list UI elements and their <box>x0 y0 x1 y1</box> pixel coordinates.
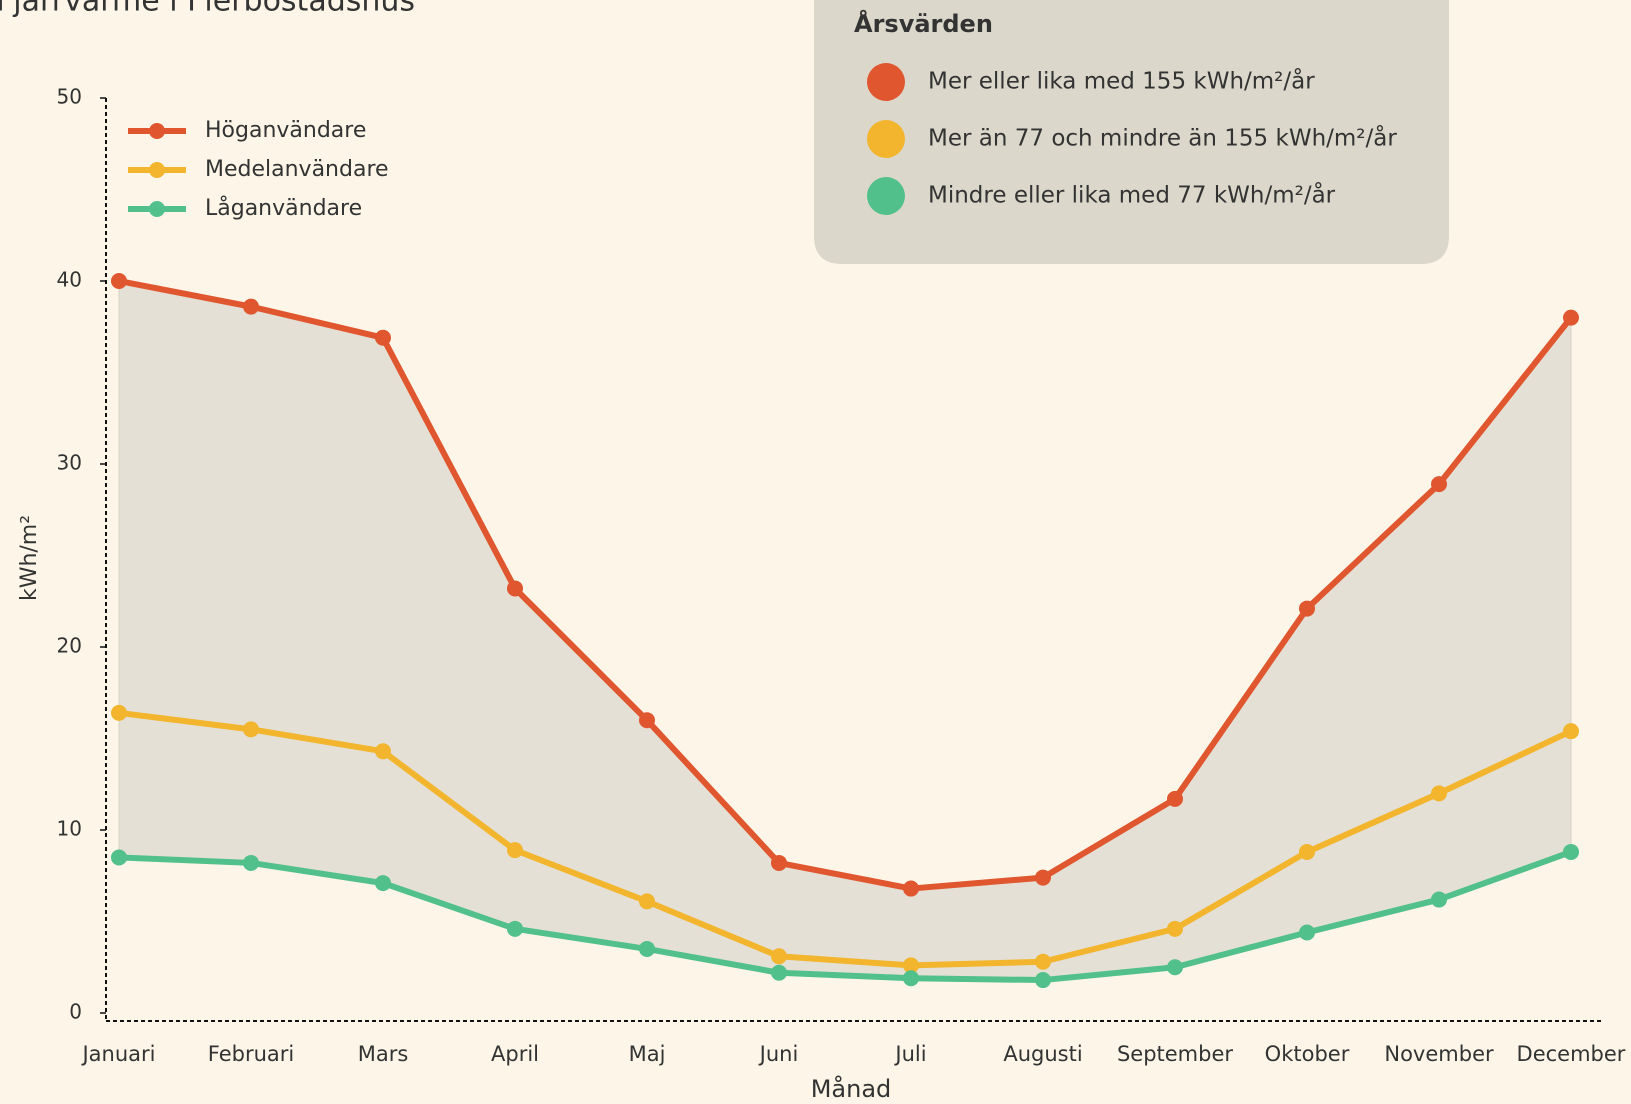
x-tick-label: December <box>1517 1042 1626 1066</box>
series-line <box>118 849 1573 984</box>
legend-label: Medelanvändare <box>205 157 389 182</box>
series-line <box>118 709 1573 969</box>
y-tick-label: 40 <box>57 268 82 292</box>
data-point <box>1563 723 1579 740</box>
data-point <box>639 893 655 910</box>
series-line <box>118 278 1574 892</box>
data-point <box>1035 972 1051 989</box>
chart-title: Fjärrvärme i Flerbostadshus <box>0 0 415 19</box>
data-point <box>1299 843 1315 860</box>
data-point <box>1167 959 1183 976</box>
x-axis-label: Månad <box>811 1074 892 1103</box>
data-point <box>507 920 523 937</box>
data-point <box>903 880 919 897</box>
data-point <box>111 849 127 866</box>
x-tick-label: Oktober <box>1265 1042 1350 1066</box>
data-point <box>1035 869 1051 886</box>
legend-dot <box>149 123 165 139</box>
annual-box-title: Årsvärden <box>854 9 993 38</box>
data-point <box>111 704 127 721</box>
y-tick-label: 30 <box>57 451 82 475</box>
annual-box <box>814 0 1449 264</box>
y-tick-label: 0 <box>69 1000 82 1024</box>
legend-label: Låganvändare <box>205 195 362 221</box>
data-point <box>375 875 391 892</box>
data-point <box>771 854 787 871</box>
data-point <box>1299 924 1315 941</box>
data-point <box>771 964 787 981</box>
data-point <box>507 580 523 597</box>
x-tick-label: Januari <box>80 1042 155 1066</box>
data-point <box>1299 600 1315 617</box>
x-tick-label: Mars <box>358 1042 409 1066</box>
data-point <box>639 712 655 729</box>
data-point <box>1431 891 1447 908</box>
annual-label: Mer eller lika med 155 kWh/m²/år <box>928 67 1315 95</box>
y-tick-label: 10 <box>57 817 82 841</box>
data-point <box>903 957 919 974</box>
y-tick-label: 20 <box>57 634 82 658</box>
legend-dot <box>149 201 165 217</box>
data-point <box>1431 785 1447 802</box>
x-tick-label: April <box>491 1042 539 1066</box>
data-point <box>903 970 919 987</box>
legend-dot <box>149 162 165 178</box>
data-point <box>507 842 523 859</box>
data-point <box>243 854 259 871</box>
data-point <box>243 298 259 315</box>
data-point <box>111 273 127 289</box>
annual-dot <box>867 120 905 158</box>
data-point <box>639 940 655 957</box>
x-tick-label: Augusti <box>1003 1042 1082 1066</box>
data-point <box>1167 920 1183 937</box>
data-point <box>1431 476 1447 493</box>
x-tick-label: September <box>1117 1042 1233 1066</box>
x-tick-label: Juli <box>893 1042 926 1066</box>
x-tick-label: Maj <box>629 1042 666 1066</box>
data-point <box>375 743 391 760</box>
x-tick-label: Juni <box>758 1042 799 1066</box>
annual-dot <box>867 177 905 215</box>
data-point <box>375 329 391 346</box>
legend-label: Höganvändare <box>205 118 366 143</box>
data-point <box>771 948 787 965</box>
data-point <box>1167 790 1183 807</box>
y-tick-label: 50 <box>57 85 82 109</box>
annual-dot <box>867 63 905 101</box>
annual-label: Mer än 77 och mindre än 155 kWh/m²/år <box>928 124 1397 152</box>
x-tick-label: Februari <box>208 1042 294 1066</box>
x-tick-label: November <box>1384 1042 1494 1066</box>
data-point <box>1563 843 1579 860</box>
data-point <box>243 721 259 738</box>
data-point <box>1563 309 1579 326</box>
annual-label: Mindre eller lika med 77 kWh/m²/år <box>928 181 1336 209</box>
data-point <box>1035 953 1051 970</box>
y-axis-label: kWh/m² <box>17 515 42 601</box>
